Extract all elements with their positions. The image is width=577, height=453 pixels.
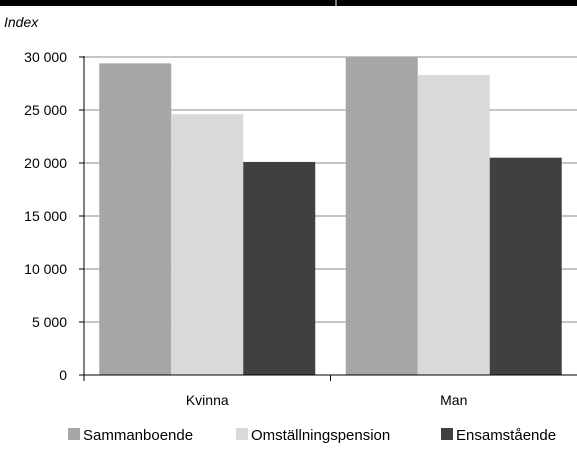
x-tick-label: Man <box>440 392 467 408</box>
y-tick-label: 30 000 <box>24 49 67 65</box>
y-tick-label: 15 000 <box>24 208 67 224</box>
x-tick-labels: Kvinna Man <box>186 392 468 408</box>
legend-swatch <box>441 428 453 440</box>
legend-label: Omställningspension <box>251 427 390 444</box>
legend-label: Sammanboende <box>83 427 193 444</box>
y-axis-label: Index <box>4 14 39 30</box>
y-tick-label: 5 000 <box>32 314 67 330</box>
bar <box>345 57 418 375</box>
bars <box>99 57 562 376</box>
top-bar <box>0 0 577 6</box>
y-tick-labels: 0 5 000 10 000 15 000 20 000 25 000 30 000 <box>24 49 67 383</box>
bar <box>171 114 244 376</box>
axes <box>79 56 577 381</box>
bar <box>243 161 316 375</box>
x-tick-label: Kvinna <box>186 392 229 408</box>
bar <box>417 75 490 376</box>
legend: Sammanboende Omställningspension Ensamståe… <box>68 427 556 444</box>
legend-swatch <box>236 428 248 440</box>
y-tick-label: 25 000 <box>24 102 67 118</box>
y-tick-label: 0 <box>59 367 67 383</box>
y-tick-label: 10 000 <box>24 261 67 277</box>
y-tick-label: 20 000 <box>24 155 67 171</box>
bar <box>99 63 172 376</box>
legend-swatch <box>68 428 80 440</box>
legend-label: Ensamstående <box>456 427 556 444</box>
bar <box>489 157 562 375</box>
